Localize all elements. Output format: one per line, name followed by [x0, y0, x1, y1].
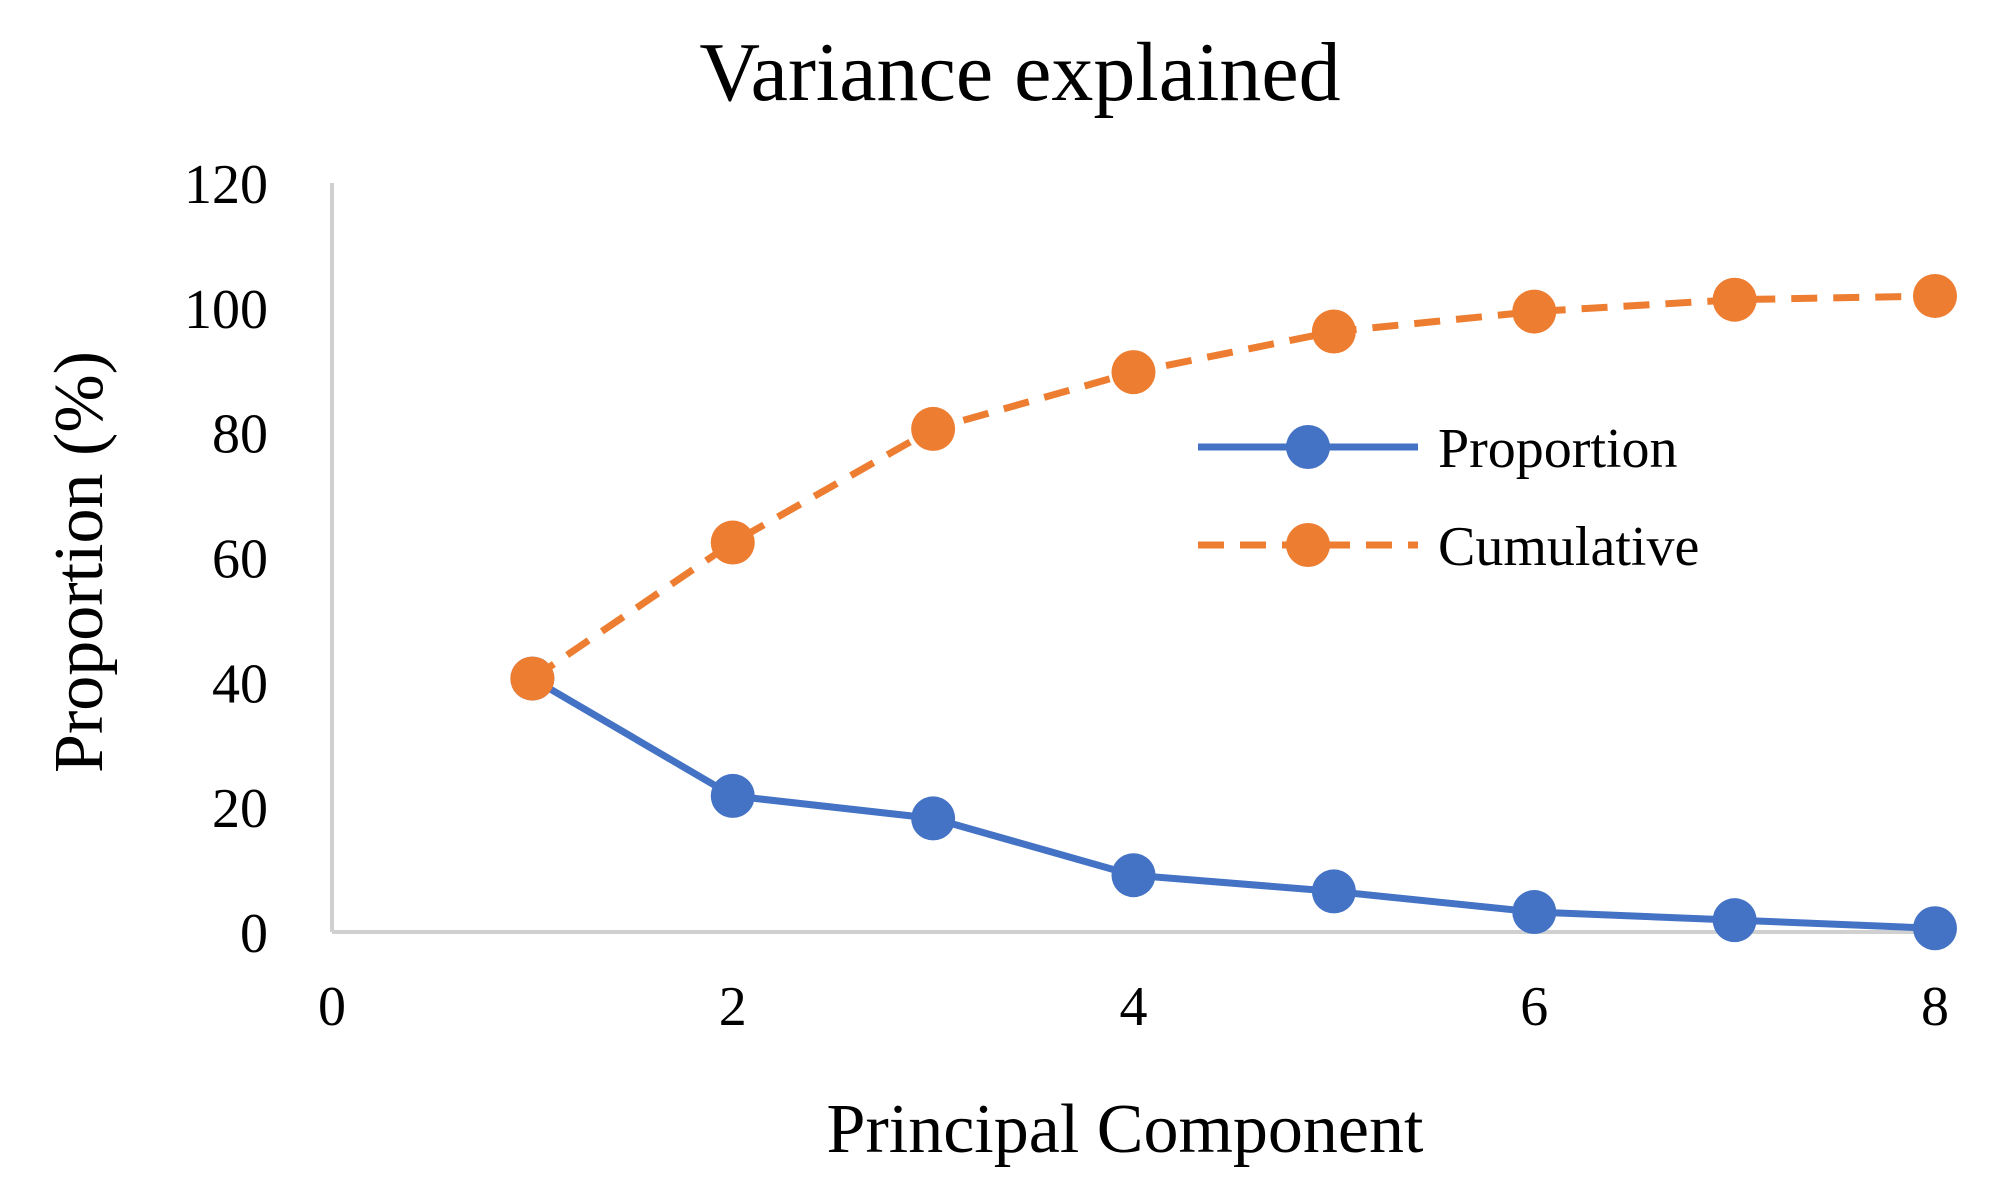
series-point-proportion	[1111, 853, 1156, 898]
x-tick-label: 0	[318, 976, 346, 1038]
series-point-cumulative	[1712, 277, 1757, 322]
y-tick-label: 60	[212, 529, 268, 591]
series-point-cumulative	[1311, 309, 1356, 354]
x-tick-label: 8	[1921, 976, 1949, 1038]
legend-item-cumulative: Cumulative	[1198, 516, 1699, 578]
chart-title: Variance explained	[699, 26, 1340, 119]
series-point-proportion	[1311, 869, 1356, 914]
legend-label-proportion: Proportion	[1438, 418, 1678, 480]
x-tick-label: 6	[1520, 976, 1548, 1038]
series-point-proportion	[710, 773, 755, 818]
legend-swatch-marker-proportion	[1286, 425, 1330, 469]
series-point-cumulative	[911, 406, 956, 451]
series-point-cumulative	[710, 520, 755, 565]
y-tick-label: 100	[184, 279, 268, 341]
series-point-proportion	[1512, 890, 1557, 935]
x-tick-label: 2	[719, 976, 747, 1038]
legend: Proportion Cumulative	[1198, 418, 1699, 578]
y-tick-label: 80	[212, 404, 268, 466]
x-tick-label: 4	[1120, 976, 1148, 1038]
y-axis-label: Proportion (%)	[41, 351, 118, 773]
series-cumulative	[510, 273, 1957, 701]
y-tick-label: 0	[240, 903, 268, 965]
series-point-cumulative	[1512, 289, 1557, 334]
series-point-cumulative	[510, 656, 555, 701]
legend-item-proportion: Proportion	[1198, 418, 1678, 480]
series-layer	[510, 273, 1957, 951]
y-tick-label: 120	[184, 154, 268, 216]
legend-swatch-marker-cumulative	[1286, 523, 1330, 567]
series-point-proportion	[1712, 898, 1757, 943]
y-tick-label: 40	[212, 653, 268, 715]
legend-label-cumulative: Cumulative	[1438, 516, 1699, 578]
series-line-proportion	[528, 675, 1939, 932]
series-point-proportion	[911, 796, 956, 841]
y-tick-label: 20	[212, 778, 268, 840]
series-point-cumulative	[1111, 350, 1156, 395]
x-axis-label: Principal Component	[827, 1091, 1424, 1168]
axes	[330, 183, 1935, 934]
series-point-proportion	[1913, 906, 1957, 951]
series-point-cumulative	[1913, 273, 1957, 318]
series-line-cumulative	[530, 292, 1936, 682]
series-proportion	[510, 656, 1957, 951]
x-tick-labels: 0 2 4 6 8	[318, 976, 1949, 1038]
y-tick-labels: 0 20 40 60 80 100 120	[184, 154, 268, 965]
